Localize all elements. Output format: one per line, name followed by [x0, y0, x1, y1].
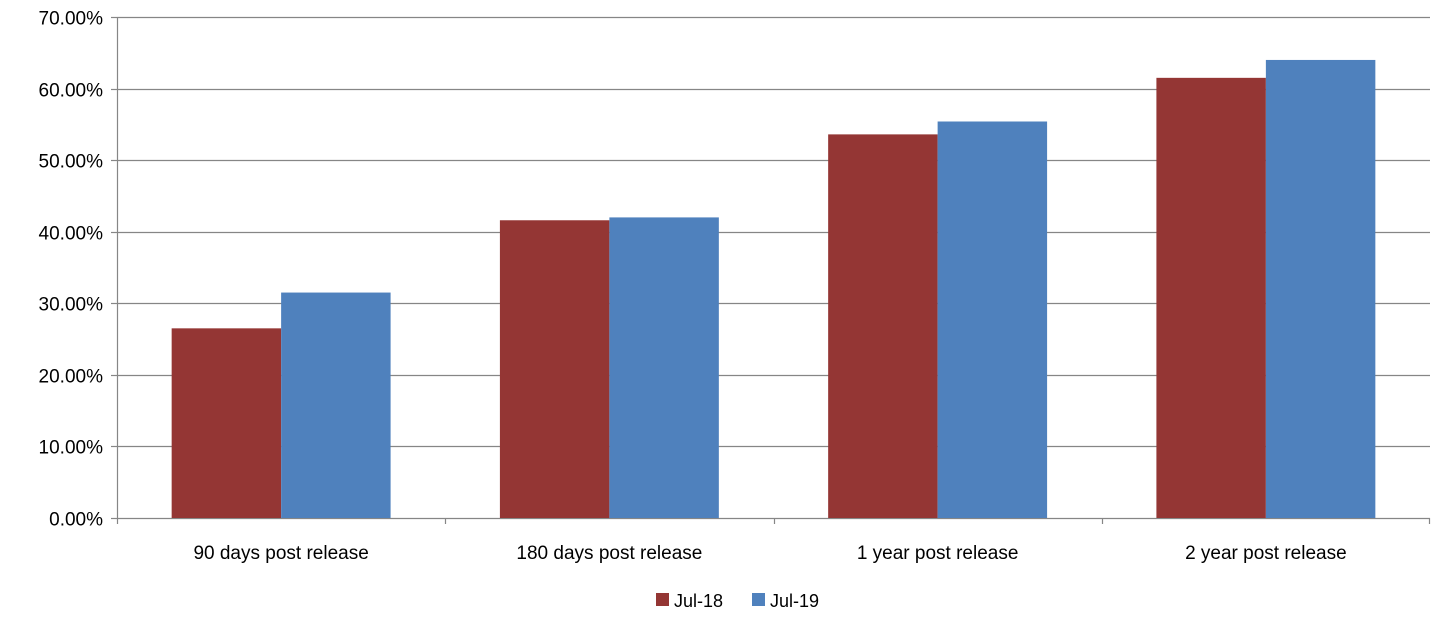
bar-jul-19-3	[937, 121, 1048, 518]
axes	[111, 16, 1431, 524]
y-tick-label: 40.00%	[39, 224, 104, 245]
bar-jul-18-3	[828, 134, 938, 518]
y-tick-label: 10.00%	[39, 438, 104, 459]
bar-jul-19-2	[609, 217, 719, 518]
y-tick-labels: 0.00% 10.00% 20.00% 30.00% 40.00% 50.00% 60.00…	[39, 9, 104, 531]
y-tick-label: 70.00%	[39, 9, 104, 30]
x-category-label: 180 days post release	[516, 543, 702, 564]
bar-jul-18-2	[499, 220, 610, 518]
legend: Jul-18 Jul-19	[656, 591, 819, 611]
bar-jul-18-4	[1156, 77, 1266, 518]
y-tick-label: 20.00%	[39, 367, 104, 388]
legend-label: Jul-18	[674, 591, 723, 611]
y-tick-label: 0.00%	[49, 510, 103, 531]
y-tick-label: 50.00%	[39, 152, 104, 173]
legend-swatch	[752, 593, 765, 606]
legend-label: Jul-19	[770, 591, 819, 611]
bar-jul-19-4	[1265, 59, 1376, 518]
y-tick-label: 30.00%	[39, 295, 104, 316]
bars	[171, 59, 1376, 518]
legend-swatch	[656, 593, 669, 606]
x-category-label: 2 year post release	[1185, 543, 1347, 564]
bar-jul-18-1	[171, 328, 282, 518]
y-tick-label: 60.00%	[39, 81, 104, 102]
x-category-label: 90 days post release	[193, 543, 368, 564]
x-category-labels: 90 days post release 180 days post releas…	[193, 543, 1346, 564]
x-category-label: 1 year post release	[857, 543, 1019, 564]
bar-jul-19-1	[281, 292, 391, 518]
